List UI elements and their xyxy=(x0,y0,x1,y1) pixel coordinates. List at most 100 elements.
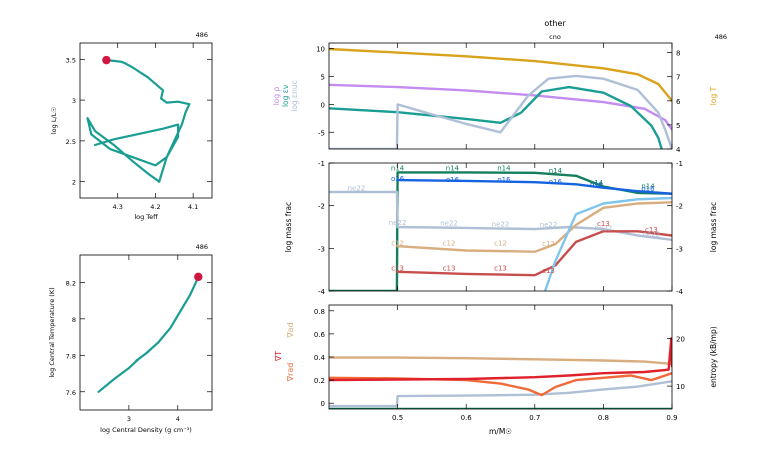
abundance-label-ne22: ne22 xyxy=(492,221,510,229)
y-tick-label: -2 xyxy=(318,203,325,211)
y-tick-label: 2.5 xyxy=(66,138,76,146)
hr-model-number: 486 xyxy=(196,31,208,39)
right-tick-label: -3 xyxy=(676,245,683,253)
y-tick-label: 2 xyxy=(72,179,76,187)
abundance-label-c13: c13 xyxy=(391,265,404,273)
y-tick-label: 8.2 xyxy=(66,279,76,287)
abundance-label-c13: c13 xyxy=(542,267,555,275)
abundance-label-o16: o16 xyxy=(497,176,511,184)
x-tick-label: 0.9 xyxy=(666,414,677,422)
bot-series-group xyxy=(329,337,672,409)
abundance-label-n14: n14 xyxy=(641,183,655,191)
abundance-extra-line xyxy=(543,196,672,291)
profile-gradient-panel: 0.5 0.6 0.7 0.8 0.9 0 0.2 0.4 0.6 0.8 10 20 m/M☉ entr… xyxy=(274,304,718,436)
abundance-label-c13: c13 xyxy=(443,265,456,273)
y-tick-label: 5 xyxy=(321,73,325,81)
y-tick-label: 0.2 xyxy=(314,377,325,385)
right-tick-label: 7 xyxy=(676,74,680,82)
x-tick-label: 4 xyxy=(176,415,180,423)
x-tick-label: 4.1 xyxy=(188,203,198,211)
mid-frame xyxy=(328,162,673,292)
abundance-label-ne22: ne22 xyxy=(540,221,558,229)
y-tick-label: -3 xyxy=(318,245,325,253)
top-right-label: log T xyxy=(709,86,718,105)
bot-left-label-0: ∇ad xyxy=(286,322,295,338)
right-tick-label: 5 xyxy=(676,122,680,130)
profile-subtitle: cno xyxy=(549,33,561,41)
y-tick-label: 10 xyxy=(316,46,325,54)
right-tick-label: 8 xyxy=(676,50,680,58)
abundance-label-o16: o16 xyxy=(549,178,563,186)
y-tick-label: -5 xyxy=(318,129,325,137)
rho-frame xyxy=(79,254,213,411)
right-tick-label: 10 xyxy=(676,383,685,391)
y-tick-label: 0.8 xyxy=(314,308,325,316)
y-tick-label: 7.6 xyxy=(66,389,76,397)
y-tick-label: 0.6 xyxy=(314,331,326,339)
x-tick-label: 0.5 xyxy=(392,414,403,422)
bot-left-label-2: ∇rad xyxy=(286,363,295,383)
right-tick-label: -2 xyxy=(676,203,683,211)
abundance-label-ne22: ne22 xyxy=(595,224,613,232)
hr-diagram-panel: 4.3 4.2 4.1 2 2.5 3 3.5 486 log Teff log L/L☉ xyxy=(50,31,213,221)
rho-model-number: 486 xyxy=(196,243,208,251)
bot-left-label-1: ∇T xyxy=(274,351,283,362)
abundance-label-n14: n14 xyxy=(549,167,563,175)
x-tick-label: 0.7 xyxy=(529,414,540,422)
gradient-rad-line xyxy=(329,372,672,397)
hr-current-point xyxy=(102,55,111,65)
abundance-c12-line xyxy=(396,201,672,253)
abundance-label-o16: o16 xyxy=(446,176,460,184)
x-tick-label: 0.8 xyxy=(598,414,609,422)
abundance-label-ne22: ne22 xyxy=(440,220,458,228)
bot-right-ylabel: entropy (kB/mp) xyxy=(709,326,718,387)
abundance-label-c13: c13 xyxy=(494,265,507,273)
y-tick-label: 8 xyxy=(72,316,76,324)
profile-model-number: 486 xyxy=(715,33,727,41)
abundance-label-c13: c13 xyxy=(645,226,658,234)
x-tick-label: 4.3 xyxy=(113,203,123,211)
top-frame xyxy=(328,42,673,150)
profile-title: other xyxy=(544,19,566,28)
abundance-label-c13: c13 xyxy=(597,220,610,228)
series-log-line xyxy=(329,85,663,149)
series-lognuc-line xyxy=(329,74,672,149)
y-tick-label: -1 xyxy=(318,160,325,168)
x-tick-label: 4.2 xyxy=(150,203,160,211)
abundance-label-n14: n14 xyxy=(590,179,604,187)
y-tick-label: -4 xyxy=(318,288,326,296)
rho-track-line xyxy=(97,275,200,393)
abundance-label-n14: n14 xyxy=(391,165,405,173)
abundance-ne22-line xyxy=(329,190,672,242)
gradient-ad-line xyxy=(329,356,672,366)
central-rho-t-panel: 3 4 7.6 7.8 8 8.2 486 log Central Density (g cm… xyxy=(48,243,213,434)
y-tick-label: 0 xyxy=(321,400,325,408)
rho-xlabel: log Central Density (g cm⁻³) xyxy=(100,426,192,434)
y-tick-label: 3.5 xyxy=(66,56,76,64)
x-tick-label: 0.6 xyxy=(461,414,473,422)
right-tick-label: 6 xyxy=(676,98,681,106)
top-left-label-2: log εnuc xyxy=(290,80,299,112)
profile-top-panel: other cno 486 -5 0 5 10 4 5 6 7 8 log ρ log εν log εnu… xyxy=(272,19,727,154)
mid-left-ylabel: log mass frac xyxy=(284,202,293,252)
abundance-label-o16: o16 xyxy=(590,181,604,189)
hr-ylabel: log L/L☉ xyxy=(50,107,58,134)
abundance-label-n14: n14 xyxy=(497,165,511,173)
rho-ylabel: log Central Temperature (K) xyxy=(48,287,56,377)
y-tick-label: 0.4 xyxy=(314,354,326,362)
mid-right-ylabel: log mass frac xyxy=(709,202,718,252)
right-tick-label: -1 xyxy=(676,160,683,168)
abundance-label-n14: n14 xyxy=(446,165,460,173)
abundance-c13-line xyxy=(396,230,672,277)
x-tick-label: 3 xyxy=(127,415,131,423)
abundance-label-c12: c12 xyxy=(391,239,404,247)
abundance-label-ne22: ne22 xyxy=(389,219,407,227)
right-tick-label: 20 xyxy=(676,335,685,343)
abundance-label-c12: c12 xyxy=(542,240,555,248)
y-tick-label: 0 xyxy=(321,101,325,109)
right-tick-label: 4 xyxy=(676,146,681,154)
rho-current-point xyxy=(194,272,203,282)
series-logt-line xyxy=(329,47,672,103)
